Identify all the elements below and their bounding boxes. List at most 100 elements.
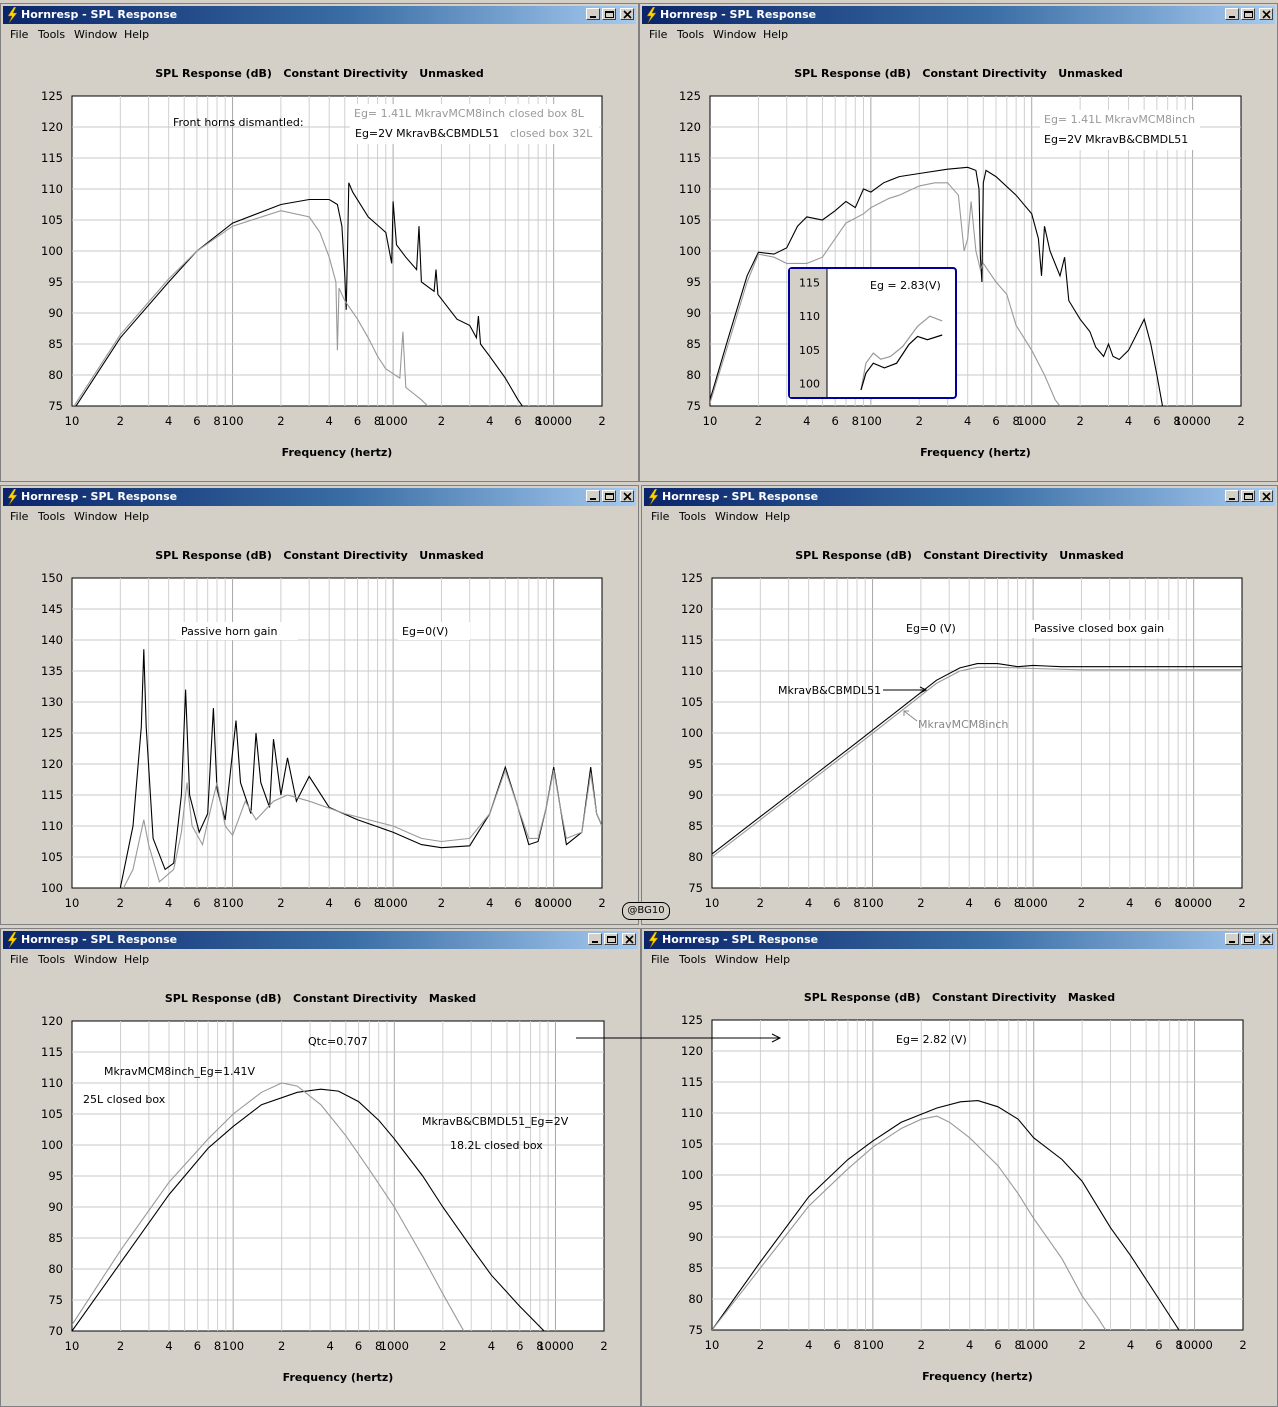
close-button[interactable] (620, 8, 634, 20)
close-button[interactable] (622, 933, 636, 945)
y-tick-label: 80 (686, 368, 701, 382)
y-tick-label: 90 (48, 306, 63, 320)
x-tick-label: 4 (165, 896, 172, 910)
minimize-button[interactable] (1225, 933, 1239, 945)
y-tick-label: 130 (41, 695, 63, 709)
menu-help[interactable]: Help (124, 510, 150, 523)
minimize-button[interactable] (586, 490, 600, 502)
minimize-button[interactable] (588, 933, 602, 945)
x-tick-label: 2 (438, 414, 445, 428)
close-icon (1262, 492, 1271, 501)
x-tick-label: 2 (755, 414, 762, 428)
x-tick-label: 6 (994, 1338, 1001, 1352)
menu-window[interactable]: Window (74, 953, 118, 966)
x-tick-label: 6 (1153, 414, 1160, 428)
menu-file[interactable]: File (10, 953, 29, 966)
menu-window[interactable]: Window (74, 28, 118, 41)
menu-tools[interactable]: Tools (38, 953, 66, 966)
minimize-button[interactable] (1225, 490, 1239, 502)
maximize-button[interactable] (1241, 933, 1255, 945)
close-icon (623, 492, 632, 501)
y-tick-label: 120 (41, 757, 63, 771)
x-tick-label: 4 (805, 1338, 812, 1352)
x-tick-label: 2 (1076, 414, 1083, 428)
menu-tools[interactable]: Tools (679, 510, 707, 523)
lightning-app-icon (647, 488, 659, 506)
menu-window[interactable]: Window (715, 510, 759, 523)
series-line-mkravmcm8inch (72, 1082, 465, 1331)
x-tick-label: 2 (757, 1338, 764, 1352)
minimize-button[interactable] (1225, 8, 1239, 20)
annotation-text: Eg=0(V) (402, 625, 448, 638)
title-bar[interactable]: Hornresp - SPL Response (644, 488, 1275, 506)
menu-window[interactable]: Window (713, 28, 757, 41)
y-tick-label: 105 (41, 850, 63, 864)
y-tick-label: 135 (41, 664, 63, 678)
menu-help[interactable]: Help (765, 510, 791, 523)
annotation-text: Passive closed box gain (1034, 622, 1164, 635)
menu-tools[interactable]: Tools (677, 28, 705, 41)
annotation-text: 25L closed box (83, 1093, 166, 1106)
close-button[interactable] (1259, 8, 1273, 20)
y-tick-label: 85 (48, 1231, 63, 1245)
maximize-button[interactable] (602, 490, 616, 502)
window-title: Hornresp - SPL Response (662, 490, 819, 503)
title-bar[interactable]: Hornresp - SPL Response (3, 931, 638, 949)
maximize-button[interactable] (1241, 490, 1255, 502)
menu-file[interactable]: File (651, 953, 670, 966)
minimize-icon (1229, 16, 1235, 18)
chart-caption: SPL Response (dB) Constant Directivity U… (155, 549, 484, 562)
x-axis-title: Frequency (hertz) (281, 446, 393, 459)
x-tick-label: 4 (1127, 1338, 1134, 1352)
x-tick-label: 10 (705, 1338, 720, 1352)
maximize-button[interactable] (1241, 8, 1255, 20)
x-tick-label: 8 (1175, 1338, 1182, 1352)
minimize-button[interactable] (586, 8, 600, 20)
maximize-button[interactable] (602, 8, 616, 20)
y-tick-label: 120 (41, 120, 63, 134)
menu-help[interactable]: Help (763, 28, 789, 41)
x-tick-label: 2 (1078, 1338, 1085, 1352)
x-tick-label: 8 (536, 1339, 543, 1353)
chart-caption: SPL Response (dB) Constant Directivity U… (155, 67, 484, 80)
menu-file[interactable]: File (10, 510, 29, 523)
menu-tools[interactable]: Tools (38, 28, 66, 41)
lightning-app-icon (6, 6, 18, 24)
menu-file[interactable]: File (649, 28, 668, 41)
close-button[interactable] (1259, 933, 1273, 945)
y-tick-label: 75 (688, 1323, 703, 1337)
menu-file[interactable]: File (10, 28, 29, 41)
x-tick-label: 8 (853, 896, 860, 910)
y-tick-label: 125 (681, 1013, 703, 1027)
menu-window[interactable]: Window (74, 510, 118, 523)
inset-y-tick: 100 (799, 377, 820, 390)
menu-tools[interactable]: Tools (679, 953, 707, 966)
title-bar[interactable]: Hornresp - SPL Response (3, 6, 636, 24)
x-tick-label: 8 (374, 896, 381, 910)
annotation-text: 18.2L closed box (450, 1139, 543, 1152)
close-button[interactable] (1259, 490, 1273, 502)
menu-help[interactable]: Help (765, 953, 791, 966)
title-bar[interactable]: Hornresp - SPL Response (3, 488, 636, 506)
y-tick-label: 75 (48, 399, 63, 413)
title-bar[interactable]: Hornresp - SPL Response (642, 6, 1275, 24)
menu-window[interactable]: Window (715, 953, 759, 966)
x-tick-label: 4 (966, 896, 973, 910)
x-tick-label: 8 (1012, 414, 1019, 428)
menu-tools[interactable]: Tools (38, 510, 66, 523)
y-tick-label: 100 (41, 881, 63, 895)
title-bar[interactable]: Hornresp - SPL Response (644, 931, 1275, 949)
y-tick-label: 100 (41, 244, 63, 258)
menu-file[interactable]: File (651, 510, 670, 523)
maximize-button[interactable] (604, 933, 618, 945)
x-tick-label: 6 (833, 896, 840, 910)
minimize-icon (592, 941, 598, 943)
x-tick-label: 100 (222, 414, 244, 428)
close-button[interactable] (620, 490, 634, 502)
menu-help[interactable]: Help (124, 28, 150, 41)
maximize-icon (605, 11, 614, 18)
x-tick-label: 6 (994, 896, 1001, 910)
menu-help[interactable]: Help (124, 953, 150, 966)
